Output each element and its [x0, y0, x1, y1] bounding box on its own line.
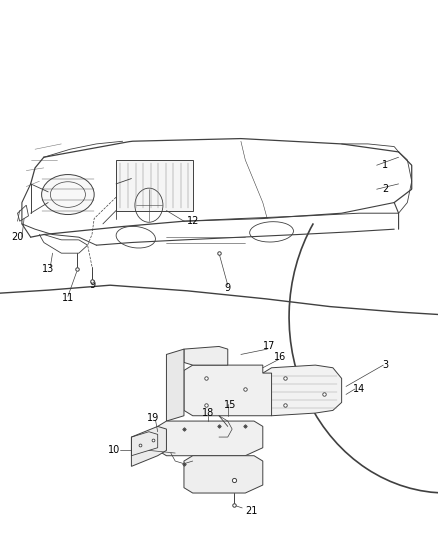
Text: 2: 2	[382, 184, 389, 194]
Text: 11: 11	[62, 294, 74, 303]
Polygon shape	[263, 365, 342, 416]
Text: 16: 16	[274, 352, 286, 362]
Text: 20: 20	[11, 232, 24, 242]
Polygon shape	[184, 346, 228, 365]
Text: 13: 13	[42, 264, 54, 274]
Polygon shape	[131, 426, 166, 466]
Text: 21: 21	[246, 506, 258, 515]
Text: 14: 14	[353, 384, 365, 394]
Text: 12: 12	[187, 216, 199, 226]
Polygon shape	[166, 349, 184, 421]
Text: 18: 18	[202, 408, 214, 418]
Text: 1: 1	[382, 160, 389, 170]
Text: 3: 3	[382, 360, 389, 370]
Text: 17: 17	[263, 342, 276, 351]
Text: 9: 9	[225, 283, 231, 293]
Polygon shape	[158, 421, 263, 456]
Ellipse shape	[42, 174, 94, 215]
Text: 19: 19	[147, 414, 159, 423]
Text: 9: 9	[89, 280, 95, 290]
Text: 10: 10	[108, 446, 120, 455]
Text: 15: 15	[224, 400, 236, 410]
Polygon shape	[116, 160, 193, 211]
Polygon shape	[184, 365, 272, 416]
Polygon shape	[184, 456, 263, 493]
